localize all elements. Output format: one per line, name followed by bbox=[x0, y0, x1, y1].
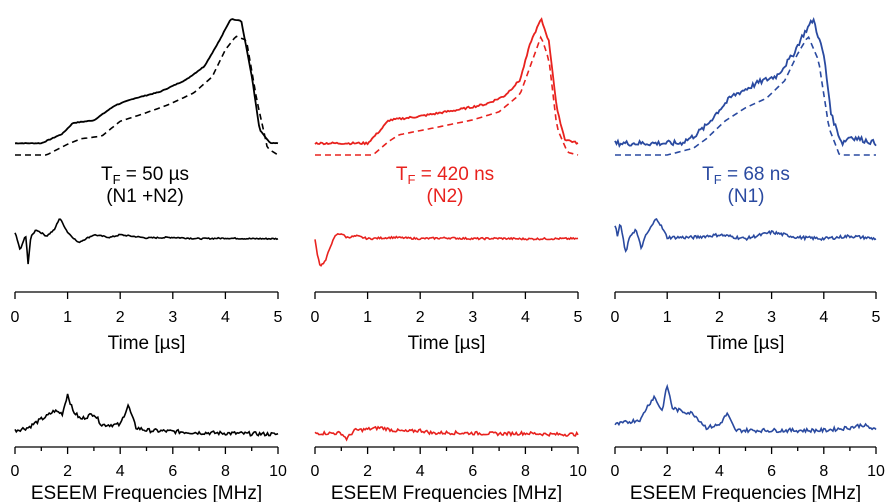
col3-time-tick-label-4: 4 bbox=[819, 309, 828, 326]
col1-edfs-simulation bbox=[15, 35, 279, 156]
sample-label-col3: (N1) bbox=[727, 186, 765, 207]
col3-fft-spectrum bbox=[614, 383, 877, 434]
col2-freq-tick-label-8: 8 bbox=[521, 463, 530, 480]
col2-time-axis-label: Time [µs] bbox=[408, 333, 486, 354]
col2-time-tick-label-1: 1 bbox=[363, 309, 372, 326]
col1-edfs-experiment bbox=[14, 18, 279, 145]
col3-time-tick-label-1: 1 bbox=[663, 309, 672, 326]
col3-freq-tick-label-2: 2 bbox=[663, 463, 672, 480]
col1-time-tick-label-5: 5 bbox=[274, 309, 283, 326]
col2-eseem-trace bbox=[314, 233, 579, 267]
col2-time-tick-label-3: 3 bbox=[468, 309, 477, 326]
col3-time-tick-label-5: 5 bbox=[872, 309, 881, 326]
col1-time-tick-label-1: 1 bbox=[63, 309, 72, 326]
col2-freq-tick-label-10: 10 bbox=[569, 463, 587, 480]
col2-fft-spectrum bbox=[314, 425, 579, 442]
col1-freq-tick-label-2: 2 bbox=[63, 463, 72, 480]
col2-time-tick-label-0: 0 bbox=[311, 309, 320, 326]
col2-freq-tick-label-6: 6 bbox=[468, 463, 477, 480]
col1-time-tick-label-4: 4 bbox=[221, 309, 230, 326]
col1-freq-tick-label-10: 10 bbox=[269, 463, 287, 480]
col3-freq-tick-label-4: 4 bbox=[715, 463, 724, 480]
col1-fft-spectrum bbox=[14, 393, 279, 437]
col2-freq-tick-label-4: 4 bbox=[416, 463, 425, 480]
col3-edfs-simulation bbox=[615, 35, 876, 156]
col3-time-axis-label: Time [µs] bbox=[707, 333, 785, 354]
col3-time-tick-label-3: 3 bbox=[767, 309, 776, 326]
col2-time-tick-label-4: 4 bbox=[521, 309, 530, 326]
col1-time-tick-label-0: 0 bbox=[11, 309, 20, 326]
col2-edfs-experiment bbox=[314, 17, 579, 146]
col3-edfs-experiment bbox=[614, 16, 877, 149]
col1-time-tick-label-3: 3 bbox=[168, 309, 177, 326]
col3-time-tick-label-2: 2 bbox=[715, 309, 724, 326]
col2-time-tick-label-5: 5 bbox=[574, 309, 583, 326]
tf-label-col2: TF = 420 ns (N2) bbox=[395, 164, 495, 207]
col2-freq-tick-label-2: 2 bbox=[363, 463, 372, 480]
col1-freq-tick-label-0: 0 bbox=[11, 463, 20, 480]
col1-freq-tick-label-6: 6 bbox=[168, 463, 177, 480]
col1-time-axis-label: Time [µs] bbox=[108, 333, 186, 354]
col3-freq-axis-label: ESEEM Frequencies [MHz] bbox=[630, 483, 861, 502]
col3-freq-tick-label-10: 10 bbox=[867, 463, 885, 480]
sample-label-col1: (N1 +N2) bbox=[106, 186, 184, 207]
col1-eseem-trace bbox=[14, 218, 279, 265]
col2-time-tick-label-2: 2 bbox=[416, 309, 425, 326]
col3-freq-tick-label-8: 8 bbox=[819, 463, 828, 480]
col3-eseem-trace bbox=[614, 217, 877, 254]
col2-edfs-simulation bbox=[315, 35, 579, 156]
col2-freq-axis-label: ESEEM Frequencies [MHz] bbox=[331, 483, 562, 502]
sample-label-col2: (N2) bbox=[426, 186, 464, 207]
col3-time-tick-label-0: 0 bbox=[611, 309, 620, 326]
col1-freq-tick-label-4: 4 bbox=[116, 463, 125, 480]
col1-freq-tick-label-8: 8 bbox=[221, 463, 230, 480]
col3-freq-tick-label-0: 0 bbox=[611, 463, 620, 480]
col1-time-tick-label-2: 2 bbox=[116, 309, 125, 326]
col3-freq-tick-label-6: 6 bbox=[767, 463, 776, 480]
tf-label-col3: TF = 68 ns (N1) bbox=[702, 164, 790, 207]
col2-freq-tick-label-0: 0 bbox=[311, 463, 320, 480]
tf-label-col1: TF = 50 µs (N1 +N2) bbox=[100, 164, 190, 207]
col1-freq-axis-label: ESEEM Frequencies [MHz] bbox=[31, 483, 262, 502]
